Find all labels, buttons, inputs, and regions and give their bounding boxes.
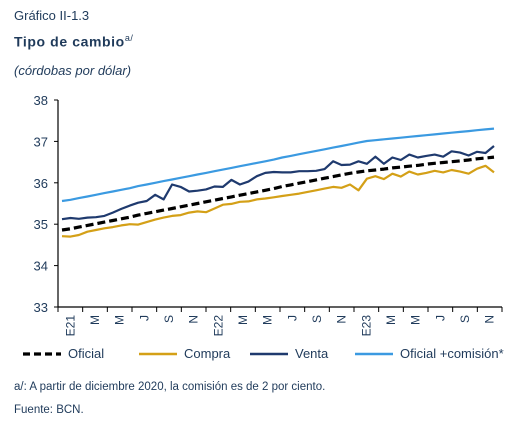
x-tick-label: M bbox=[113, 315, 127, 325]
series-line-oficial bbox=[61, 155, 495, 232]
y-tick-label: 37 bbox=[34, 134, 48, 149]
legend-swatch-oficial bbox=[23, 351, 61, 356]
x-tick-label: S bbox=[310, 315, 324, 323]
x-tick-label: J bbox=[137, 315, 151, 321]
x-tick-label: M bbox=[261, 315, 275, 325]
figure-number: Gráfico II-1.3 bbox=[14, 8, 90, 23]
x-tick-label: M bbox=[409, 315, 423, 325]
legend-item-venta: Venta bbox=[249, 346, 328, 361]
chart-title: Tipo de cambioa/ bbox=[14, 33, 134, 50]
legend-item-oficial: Oficial bbox=[22, 346, 104, 361]
x-tick-label: E23 bbox=[359, 315, 373, 337]
y-tick-label: 38 bbox=[34, 93, 48, 108]
source-note: Fuente: BCN. bbox=[14, 404, 84, 416]
series-line-venta bbox=[61, 145, 495, 221]
chart-legend: Oficial Compra Venta Oficial +comisión* bbox=[22, 346, 514, 364]
footnote: a/: A partir de diciembre 2020, la comis… bbox=[14, 381, 326, 393]
y-tick-label: 36 bbox=[34, 176, 48, 191]
series-line-compra bbox=[61, 164, 495, 238]
legend-swatch-oficial-comision bbox=[355, 352, 393, 355]
x-tick-label: N bbox=[335, 315, 349, 324]
legend-label-oficial: Oficial bbox=[68, 346, 105, 361]
legend-swatch-venta bbox=[250, 352, 288, 355]
legend-item-compra: Compra bbox=[138, 346, 230, 361]
line-chart: 33 34 35 36 37 38 E21 M M J S N E22 M M J S N E23 M M J S N bbox=[34, 93, 503, 337]
y-tick-label: 35 bbox=[34, 217, 48, 232]
x-tick-label: N bbox=[483, 315, 497, 324]
legend-label-oficial-comision: Oficial +comisión* bbox=[400, 346, 504, 361]
chart-title-text: Tipo de cambio bbox=[14, 33, 125, 50]
x-tick-label: M bbox=[384, 315, 398, 325]
x-tick-label: S bbox=[162, 315, 176, 323]
legend-swatch-compra bbox=[139, 352, 177, 355]
x-tick-label: J bbox=[285, 315, 299, 321]
x-tick-label: S bbox=[458, 315, 472, 323]
chart-subtitle: (córdobas por dólar) bbox=[14, 63, 132, 78]
x-tick-label: N bbox=[187, 315, 201, 324]
x-tick-label: E21 bbox=[63, 315, 77, 337]
x-tick-label: M bbox=[88, 315, 102, 325]
legend-label-compra: Compra bbox=[184, 346, 231, 361]
x-tick-label: E22 bbox=[211, 315, 225, 337]
y-tick-label: 34 bbox=[34, 259, 48, 274]
x-tick-label: M bbox=[236, 315, 250, 325]
y-tick-label: 33 bbox=[34, 300, 48, 315]
title-footnote-mark: a/ bbox=[124, 33, 134, 43]
legend-item-oficial-comision: Oficial +comisión* bbox=[354, 346, 504, 361]
x-tick-label: J bbox=[433, 315, 447, 321]
legend-label-venta: Venta bbox=[295, 346, 329, 361]
series-line-oficial-comisi-n bbox=[61, 127, 495, 203]
